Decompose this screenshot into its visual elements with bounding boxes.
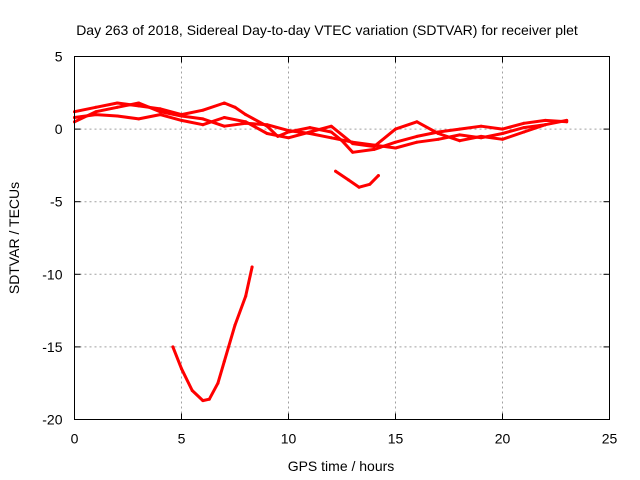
data-point bbox=[180, 114, 183, 118]
data-point bbox=[180, 367, 183, 371]
data-point bbox=[222, 359, 226, 363]
data-point bbox=[479, 136, 483, 140]
data-point bbox=[458, 127, 462, 131]
data-point bbox=[158, 113, 162, 117]
data-point bbox=[250, 265, 254, 269]
series-line-trace-2 bbox=[73, 113, 569, 148]
data-point bbox=[233, 323, 237, 327]
series-layer bbox=[73, 101, 569, 403]
data-point bbox=[308, 126, 312, 130]
data-point bbox=[94, 113, 98, 117]
data-point bbox=[415, 120, 419, 124]
data-point bbox=[137, 104, 141, 108]
data-point bbox=[201, 108, 205, 112]
x-tick-label: 20 bbox=[495, 431, 511, 447]
x-axis-title: GPS time / hours bbox=[288, 458, 395, 474]
data-point bbox=[287, 129, 290, 133]
x-tick-label: 0 bbox=[71, 431, 79, 447]
y-tick-label: -10 bbox=[42, 266, 62, 282]
data-point bbox=[394, 146, 397, 150]
y-tick-label: -5 bbox=[50, 194, 63, 210]
data-point bbox=[522, 130, 526, 134]
data-point bbox=[543, 118, 547, 122]
data-point bbox=[329, 130, 333, 134]
data-point bbox=[415, 140, 419, 144]
data-point bbox=[394, 140, 397, 144]
data-point bbox=[329, 136, 333, 140]
data-point bbox=[436, 132, 440, 135]
data-point bbox=[346, 178, 350, 182]
data-point bbox=[334, 169, 338, 173]
y-tick-label: 5 bbox=[55, 49, 63, 65]
data-point bbox=[137, 117, 141, 121]
data-point bbox=[244, 294, 248, 298]
y-tick-label: -15 bbox=[42, 339, 62, 355]
x-tick-label: 15 bbox=[388, 431, 404, 447]
data-point bbox=[458, 133, 462, 137]
data-point bbox=[222, 124, 226, 128]
data-point bbox=[216, 381, 220, 385]
plot-frame bbox=[74, 56, 610, 420]
data-point bbox=[357, 185, 361, 189]
series-line-trace-3 bbox=[73, 101, 547, 150]
data-point bbox=[479, 124, 483, 128]
data-point bbox=[201, 123, 205, 127]
x-tick-label: 25 bbox=[602, 431, 618, 447]
series-line-trace-4 bbox=[334, 169, 380, 189]
data-point bbox=[158, 107, 162, 111]
data-point bbox=[171, 345, 175, 349]
data-point bbox=[308, 132, 312, 135]
data-point bbox=[376, 174, 380, 178]
y-tick-label: -20 bbox=[42, 412, 62, 428]
data-point bbox=[233, 105, 237, 109]
data-point bbox=[501, 137, 504, 141]
data-point bbox=[458, 139, 462, 143]
data-point bbox=[543, 123, 547, 127]
data-point bbox=[372, 143, 376, 147]
ticks: 0 5 10 15 20 25 5 0 -5 -10 -15 -20 bbox=[42, 49, 617, 447]
data-point bbox=[222, 116, 226, 119]
data-point bbox=[415, 134, 419, 138]
data-point bbox=[501, 127, 504, 131]
data-point bbox=[190, 389, 194, 392]
x-tick-label: 10 bbox=[281, 431, 297, 447]
x-tick-label: 5 bbox=[178, 431, 186, 447]
data-point bbox=[368, 182, 372, 186]
data-point bbox=[94, 110, 98, 114]
data-point bbox=[207, 397, 211, 401]
data-point bbox=[94, 105, 98, 109]
data-point bbox=[265, 132, 269, 135]
data-point bbox=[372, 147, 376, 151]
data-point bbox=[137, 101, 141, 105]
series-line-trace-5 bbox=[171, 265, 254, 403]
y-axis-title: SDTVAR / TECUs bbox=[6, 182, 22, 294]
data-point bbox=[351, 150, 355, 154]
data-point bbox=[351, 140, 355, 144]
data-point bbox=[180, 118, 183, 122]
data-point bbox=[265, 123, 269, 127]
data-point bbox=[287, 136, 290, 140]
data-point bbox=[522, 126, 526, 130]
chart-title: Day 263 of 2018, Sidereal Day-to-day VTE… bbox=[76, 22, 578, 38]
data-point bbox=[115, 105, 119, 109]
data-point bbox=[201, 117, 205, 121]
data-point bbox=[115, 114, 119, 118]
data-point bbox=[244, 113, 248, 117]
data-point bbox=[158, 110, 162, 114]
data-point bbox=[222, 101, 226, 105]
data-point bbox=[201, 399, 205, 403]
data-point bbox=[329, 124, 333, 128]
y-tick-label: 0 bbox=[55, 121, 63, 137]
data-point bbox=[565, 118, 569, 122]
grid bbox=[74, 56, 610, 420]
data-point bbox=[501, 132, 504, 135]
data-point bbox=[522, 121, 526, 125]
data-point bbox=[394, 127, 397, 131]
data-point bbox=[244, 121, 248, 125]
data-point bbox=[115, 101, 119, 105]
data-point bbox=[436, 137, 440, 141]
